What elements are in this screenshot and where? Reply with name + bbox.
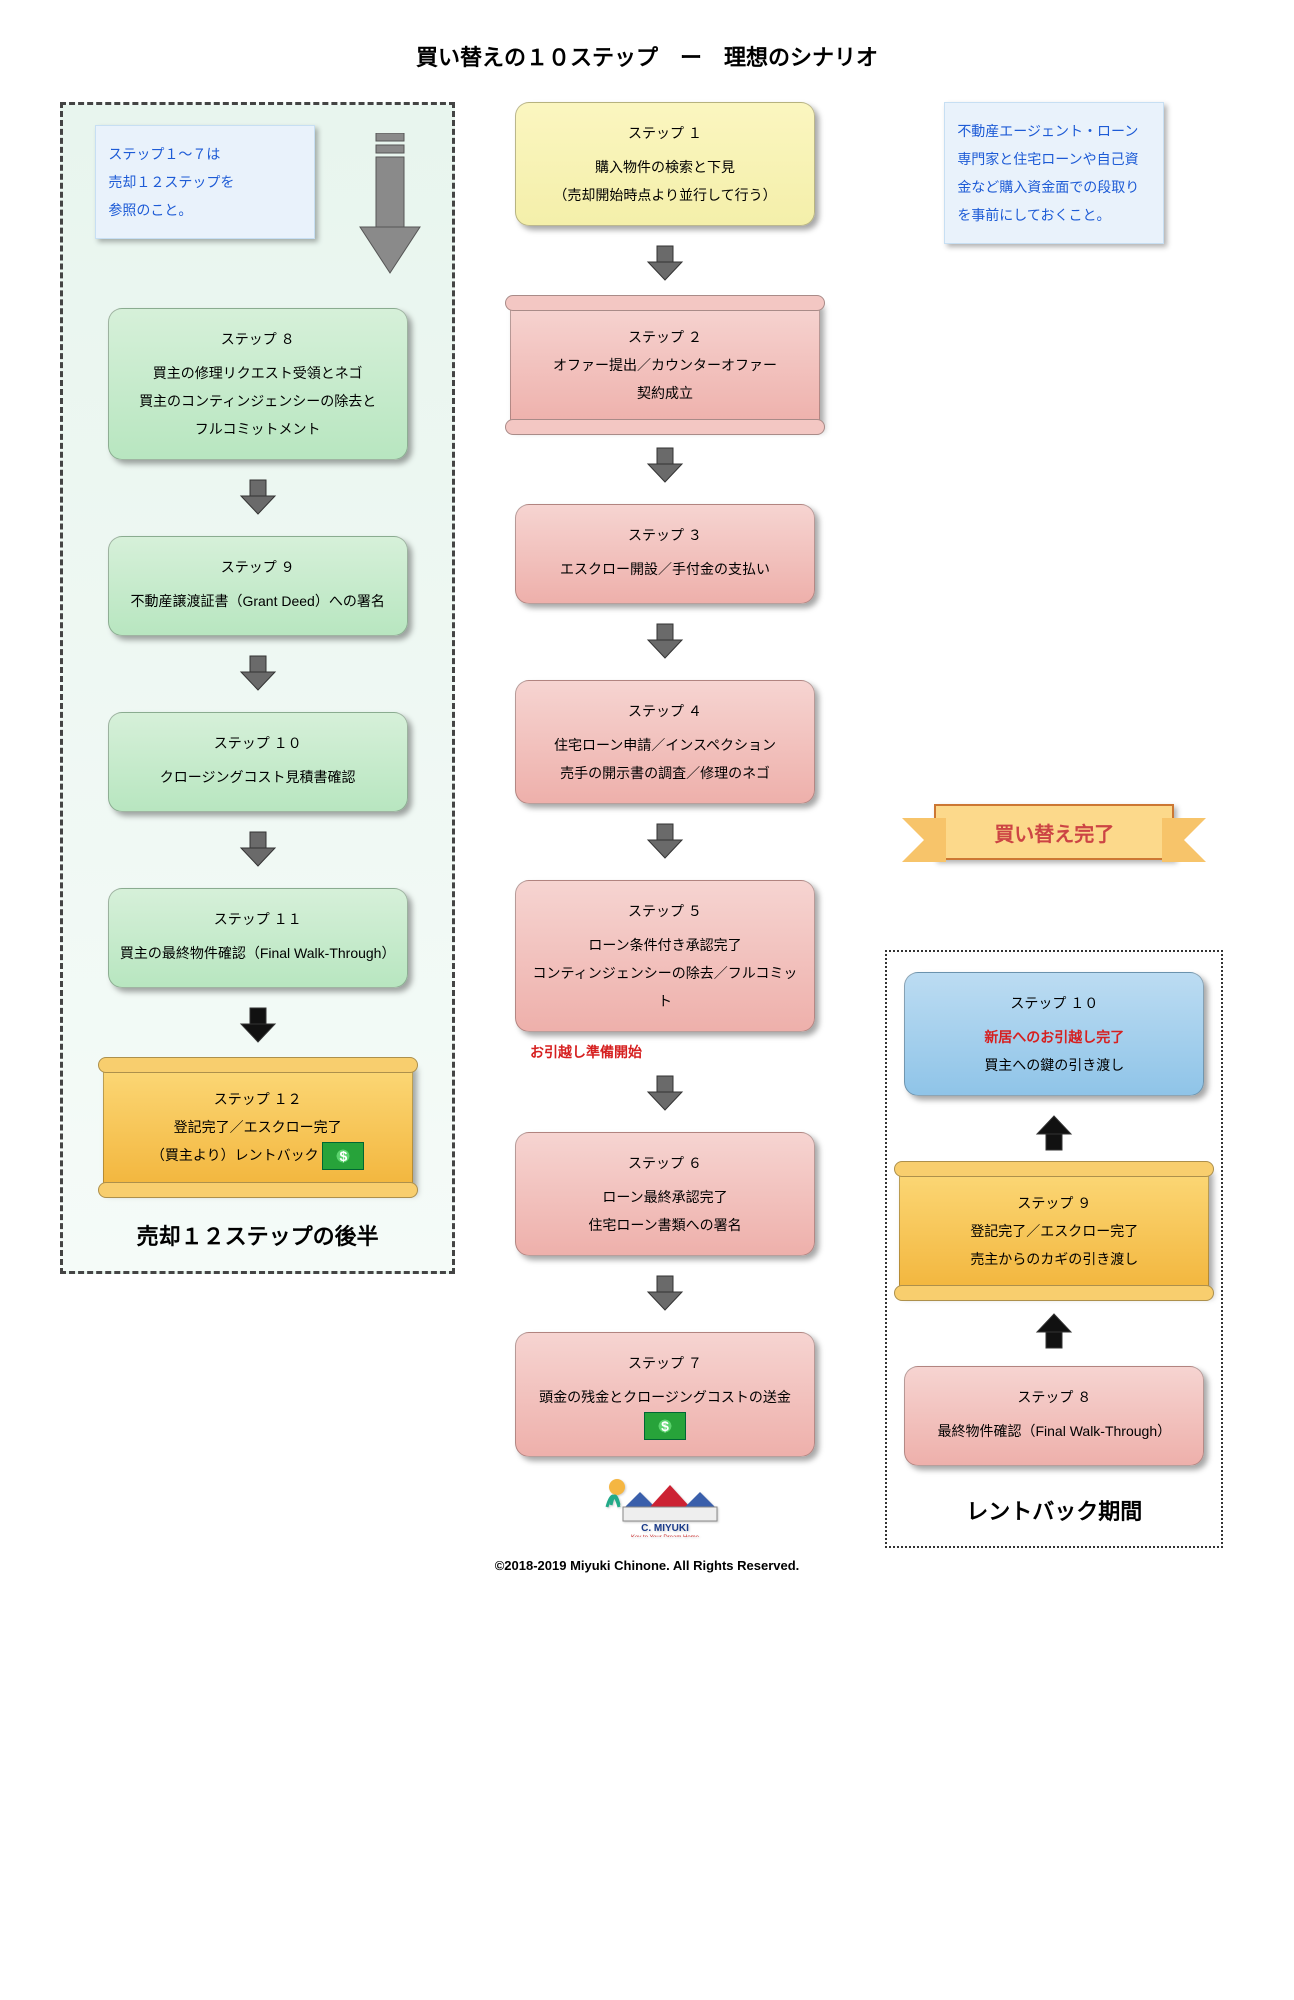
big-down-arrow-icon (350, 133, 430, 288)
step-number: ステップ ６ (526, 1149, 804, 1177)
arrow-up-icon (1029, 1112, 1079, 1152)
step-body: 登記完了／エスクロー完了（買主より）レントバック (116, 1113, 400, 1170)
step-number: ステップ ９ (119, 553, 397, 581)
arrow-down-icon (640, 446, 690, 486)
money-icon (644, 1412, 686, 1440)
step-box: ステップ １０ クロージングコスト見積書確認 (108, 712, 408, 812)
arrow-down-icon (640, 1274, 690, 1314)
step-box: ステップ ５ ローン条件付き承認完了コンティンジェンシーの除去／フルコミット (515, 880, 815, 1032)
step-body: 頭金の残金とクロージングコストの送金 (526, 1383, 804, 1440)
step-body: 買主の修理リクエスト受領とネゴ買主のコンティンジェンシーの除去とフルコミットメン… (119, 359, 397, 443)
money-icon (322, 1142, 364, 1170)
arrow-up-icon (1029, 1310, 1079, 1350)
svg-text:Key to Your Dream Home: Key to Your Dream Home (631, 1535, 700, 1537)
left-note: ステップ１〜７は 売却１２ステップを 参照のこと。 (95, 125, 315, 239)
step-number: ステップ ４ (526, 697, 804, 725)
copyright: ©2018-2019 Miyuki Chinone. All Rights Re… (60, 1558, 1234, 1573)
step-number: ステップ ８ (915, 1383, 1193, 1411)
left-section-label: 売却１２ステップの後半 (137, 1219, 379, 1251)
moving-prep-note: お引越し準備開始 (510, 1042, 642, 1062)
arrow-down-icon (640, 244, 690, 284)
columns: ステップ１〜７は 売却１２ステップを 参照のこと。 ステップ ８ 買主の修理リク… (60, 102, 1234, 1548)
step-box: ステップ １２ 登記完了／エスクロー完了（買主より）レントバック (103, 1064, 413, 1191)
step-body: 新居へのお引越し完了買主への鍵の引き渡し (915, 1023, 1193, 1079)
step-box: ステップ ９ 登記完了／エスクロー完了売主からのカギの引き渡し (899, 1168, 1209, 1294)
step-number: ステップ １１ (119, 905, 397, 933)
arrow-down-icon (640, 622, 690, 662)
step-body: ローン条件付き承認完了コンティンジェンシーの除去／フルコミット (526, 931, 804, 1015)
step-body: エスクロー開設／手付金の支払い (526, 555, 804, 583)
step-body: 不動産譲渡証書（Grant Deed）への署名 (119, 587, 397, 615)
step-box: ステップ ８ 買主の修理リクエスト受領とネゴ買主のコンティンジェンシーの除去とフ… (108, 308, 408, 460)
svg-text:C. MIYUKI: C. MIYUKI (641, 1523, 689, 1534)
arrow-down-icon (233, 1006, 283, 1046)
arrow-down-icon (233, 478, 283, 518)
step-number: ステップ ３ (526, 521, 804, 549)
step-box: ステップ ７ 頭金の残金とクロージングコストの送金 (515, 1332, 815, 1457)
right-note: 不動産エージェント・ローン専門家と住宅ローンや自己資金など購入資金面での段取りを… (944, 102, 1164, 244)
step-number: ステップ １ (526, 119, 804, 147)
center-column: ステップ １ 購入物件の検索と下見（売却開始時点より並行して行う） ステップ ２… (485, 102, 844, 1542)
step-body: クロージングコスト見積書確認 (119, 763, 397, 791)
step-number: ステップ ７ (526, 1349, 804, 1377)
step-body: オファー提出／カウンターオファー契約成立 (523, 351, 807, 407)
step-box: ステップ ３ エスクロー開設／手付金の支払い (515, 504, 815, 604)
logo: C. MIYUKI Key to Your Dream Home (595, 1467, 735, 1542)
right-section-label: レントバック期間 (899, 1494, 1209, 1526)
step-box: ステップ ８ 最終物件確認（Final Walk-Through） (904, 1366, 1204, 1466)
step-box: ステップ １０ 新居へのお引越し完了買主への鍵の引き渡し (904, 972, 1204, 1096)
step-box: ステップ ９ 不動産譲渡証書（Grant Deed）への署名 (108, 536, 408, 636)
page-title: 買い替えの１０ステップ ー 理想のシナリオ (60, 40, 1234, 72)
arrow-down-icon (640, 822, 690, 862)
step-body: 買主の最終物件確認（Final Walk-Through） (119, 939, 397, 967)
step-number: ステップ ２ (523, 323, 807, 351)
step-body: ローン最終承認完了住宅ローン書類への署名 (526, 1183, 804, 1239)
step-box: ステップ ２ オファー提出／カウンターオファー契約成立 (510, 302, 820, 428)
step-number: ステップ ９ (912, 1189, 1196, 1217)
step-box: ステップ １１ 買主の最終物件確認（Final Walk-Through） (108, 888, 408, 988)
page: 買い替えの１０ステップ ー 理想のシナリオ ステップ１〜７は 売却１２ステップを… (0, 0, 1294, 1603)
arrow-down-icon (233, 654, 283, 694)
rentback-box: ステップ １０ 新居へのお引越し完了買主への鍵の引き渡し ステップ ９ 登記完了… (885, 950, 1223, 1548)
step-body: 最終物件確認（Final Walk-Through） (915, 1417, 1193, 1445)
right-column: 不動産エージェント・ローン専門家と住宅ローンや自己資金など購入資金面での段取りを… (875, 102, 1234, 1548)
arrow-down-icon (233, 830, 283, 870)
completion-ribbon: 買い替え完了 (934, 804, 1174, 860)
left-column: ステップ１〜７は 売却１２ステップを 参照のこと。 ステップ ８ 買主の修理リク… (60, 102, 455, 1274)
step-body: 住宅ローン申請／インスペクション売手の開示書の調査／修理のネゴ (526, 731, 804, 787)
step-box: ステップ １ 購入物件の検索と下見（売却開始時点より並行して行う） (515, 102, 815, 226)
step-number: ステップ １０ (119, 729, 397, 757)
step-box: ステップ ６ ローン最終承認完了住宅ローン書類への署名 (515, 1132, 815, 1256)
step-number: ステップ ８ (119, 325, 397, 353)
step-number: ステップ ５ (526, 897, 804, 925)
step-number: ステップ １０ (915, 989, 1193, 1017)
step-number: ステップ １２ (116, 1085, 400, 1113)
step-body: 登記完了／エスクロー完了売主からのカギの引き渡し (912, 1217, 1196, 1273)
arrow-down-icon (640, 1074, 690, 1114)
step-box: ステップ ４ 住宅ローン申請／インスペクション売手の開示書の調査／修理のネゴ (515, 680, 815, 804)
step-body: 購入物件の検索と下見（売却開始時点より並行して行う） (526, 153, 804, 209)
